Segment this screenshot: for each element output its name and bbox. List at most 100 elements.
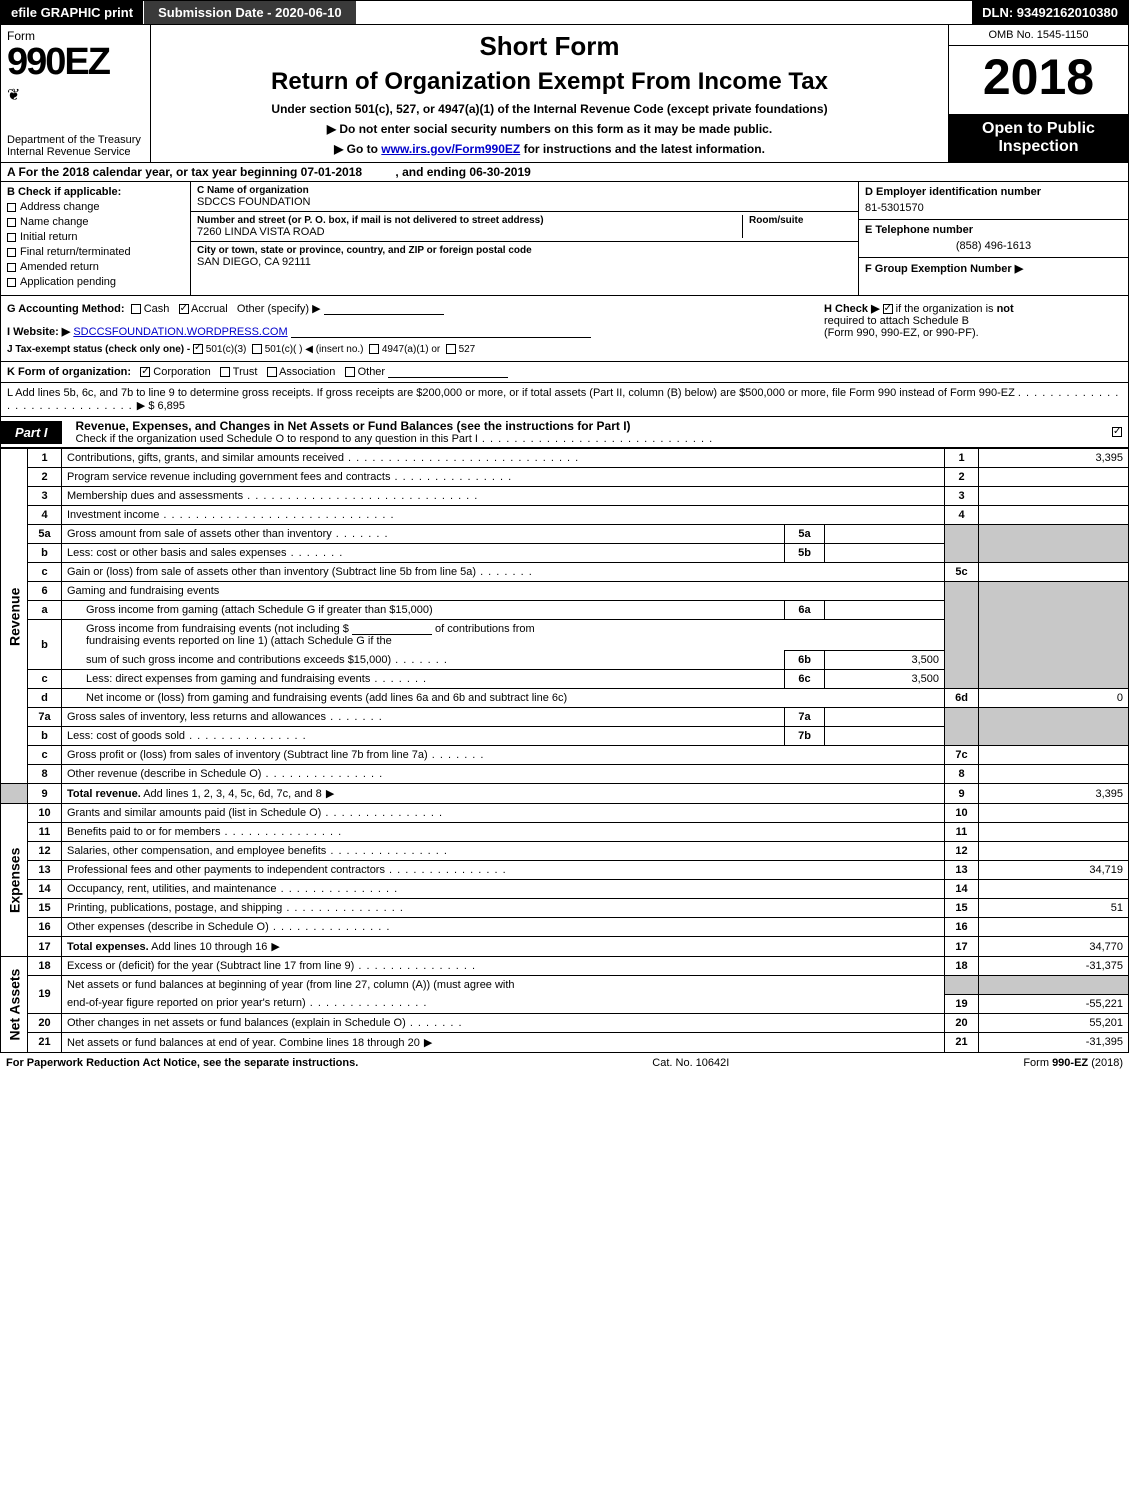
row-desc: Gross profit or (loss) from sales of inv… <box>62 746 945 765</box>
dln-label: DLN: 93492162010380 <box>972 1 1128 24</box>
grey-cell <box>979 582 1129 689</box>
j-527-checkbox[interactable] <box>446 344 456 354</box>
row-num: 8 <box>28 765 62 784</box>
table-row: 15 Printing, publications, postage, and … <box>1 899 1129 918</box>
amount: 0 <box>979 689 1129 708</box>
street-row: Number and street (or P. O. box, if mail… <box>191 212 858 242</box>
entity-block: B Check if applicable: Address change Na… <box>0 182 1129 296</box>
part1-table: Revenue 1 Contributions, gifts, grants, … <box>0 448 1129 1053</box>
part1-check[interactable] <box>1112 426 1122 438</box>
amount: -55,221 <box>979 994 1129 1013</box>
row-num: 3 <box>28 487 62 506</box>
cash-checkbox[interactable] <box>131 304 141 314</box>
form-number: 990EZ <box>7 43 144 81</box>
check-initial-return[interactable]: Initial return <box>7 231 184 243</box>
seal-icon: ❦ <box>7 85 144 105</box>
k-assoc-checkbox[interactable] <box>267 367 277 377</box>
k-corp-checkbox[interactable] <box>140 367 150 377</box>
desc-p1: Gross income from fundraising events (no… <box>86 623 349 635</box>
row-num: c <box>28 746 62 765</box>
row-num: d <box>28 689 62 708</box>
j-4947-checkbox[interactable] <box>369 344 379 354</box>
desc-text: sum of such gross income and contributio… <box>86 654 448 666</box>
table-row: 9 Total revenue. Add lines 1, 2, 3, 4, 5… <box>1 784 1129 804</box>
sub-val: 3,500 <box>825 651 945 670</box>
k-trust-checkbox[interactable] <box>220 367 230 377</box>
check-amended-return[interactable]: Amended return <box>7 261 184 273</box>
row-num: 14 <box>28 880 62 899</box>
table-row: 14 Occupancy, rent, utilities, and maint… <box>1 880 1129 899</box>
row-desc: Gross amount from sale of assets other t… <box>62 525 785 544</box>
form-header: Form 990EZ ❦ Department of the Treasury … <box>0 25 1129 163</box>
desc-text: Less: cost of goods sold <box>67 730 307 742</box>
row-desc: Membership dues and assessments <box>62 487 945 506</box>
efile-print-button[interactable]: efile GRAPHIC print <box>1 1 144 24</box>
check-application-pending[interactable]: Application pending <box>7 276 184 288</box>
short-form-title: Short Form <box>155 31 944 62</box>
desc-text: Gross sales of inventory, less returns a… <box>67 711 383 723</box>
amount <box>979 487 1129 506</box>
row-desc: Gross sales of inventory, less returns a… <box>62 708 785 727</box>
return-title: Return of Organization Exempt From Incom… <box>155 68 944 96</box>
accrual-checkbox[interactable] <box>179 304 189 314</box>
amount: 34,770 <box>979 937 1129 957</box>
table-row: 16 Other expenses (describe in Schedule … <box>1 918 1129 937</box>
check-final-return[interactable]: Final return/terminated <box>7 246 184 258</box>
check-address-change[interactable]: Address change <box>7 201 184 213</box>
desc-text: Net assets or fund balances at end of ye… <box>67 1037 433 1049</box>
l-text: L Add lines 5b, 6c, and 7b to line 9 to … <box>7 387 1015 399</box>
g-other-blank[interactable] <box>324 303 444 315</box>
row-desc: Gross income from gaming (attach Schedul… <box>62 601 785 620</box>
table-row: 17 Total expenses. Add lines 10 through … <box>1 937 1129 957</box>
table-row: c Gross profit or (loss) from sales of i… <box>1 746 1129 765</box>
omb-number: OMB No. 1545-1150 <box>949 25 1128 46</box>
amount <box>979 506 1129 525</box>
revenue-vtab: Revenue <box>1 449 28 784</box>
desc-text: Other revenue (describe in Schedule O) <box>67 768 383 780</box>
street-label: Number and street (or P. O. box, if mail… <box>197 215 742 226</box>
j-501c3-checkbox[interactable] <box>193 344 203 354</box>
l-row: L Add lines 5b, 6c, and 7b to line 9 to … <box>0 383 1129 417</box>
row-desc: Program service revenue including govern… <box>62 468 945 487</box>
gh-left: G Accounting Method: Cash Accrual Other … <box>1 296 818 361</box>
line-num: 3 <box>945 487 979 506</box>
k-other-blank[interactable] <box>388 366 508 378</box>
check-name-change[interactable]: Name change <box>7 216 184 228</box>
row-desc: Contributions, gifts, grants, and simila… <box>62 449 945 468</box>
row-desc: Occupancy, rent, utilities, and maintena… <box>62 880 945 899</box>
desc-text: Program service revenue including govern… <box>67 471 512 483</box>
line-num: 12 <box>945 842 979 861</box>
row-desc: Net income or (loss) from gaming and fun… <box>62 689 945 708</box>
table-row: end-of-year figure reported on prior yea… <box>1 994 1129 1013</box>
desc-text: Investment income <box>67 509 395 521</box>
sub-val <box>825 525 945 544</box>
sub-val <box>825 601 945 620</box>
g-other: Other (specify) ▶ <box>237 303 321 315</box>
row-desc: Investment income <box>62 506 945 525</box>
row-desc: Net assets or fund balances at end of ye… <box>62 1032 945 1052</box>
desc-text: Gross amount from sale of assets other t… <box>67 528 389 540</box>
h-checkbox[interactable] <box>883 304 893 314</box>
i-website-row: I Website: ▶ SDCCSFOUNDATION.WORDPRESS.C… <box>7 325 812 338</box>
desc-text: Other expenses (describe in Schedule O) <box>67 921 390 933</box>
check-label: Application pending <box>20 276 116 288</box>
f-label: F Group Exemption Number ▶ <box>865 262 1122 275</box>
desc-text: Gain or (loss) from sale of assets other… <box>67 566 533 578</box>
e-value: (858) 496-1613 <box>865 240 1122 252</box>
irs-link[interactable]: www.irs.gov/Form990EZ <box>381 142 520 156</box>
row-desc: Salaries, other compensation, and employ… <box>62 842 945 861</box>
k-other-checkbox[interactable] <box>345 367 355 377</box>
website-link[interactable]: SDCCSFOUNDATION.WORDPRESS.COM <box>73 326 287 338</box>
amount: 3,395 <box>979 784 1129 804</box>
amount: -31,375 <box>979 957 1129 976</box>
table-row: 6 Gaming and fundraising events <box>1 582 1129 601</box>
row-num: 1 <box>28 449 62 468</box>
dept-label: Department of the Treasury <box>7 134 141 146</box>
6b-blank[interactable] <box>352 623 432 635</box>
row-desc: Less: cost or other basis and sales expe… <box>62 544 785 563</box>
row-num: 16 <box>28 918 62 937</box>
j-501c-checkbox[interactable] <box>252 344 262 354</box>
row-desc: Net assets or fund balances at beginning… <box>62 976 945 995</box>
row-num: b <box>28 544 62 563</box>
submission-date-button[interactable]: Submission Date - 2020-06-10 <box>144 1 356 24</box>
